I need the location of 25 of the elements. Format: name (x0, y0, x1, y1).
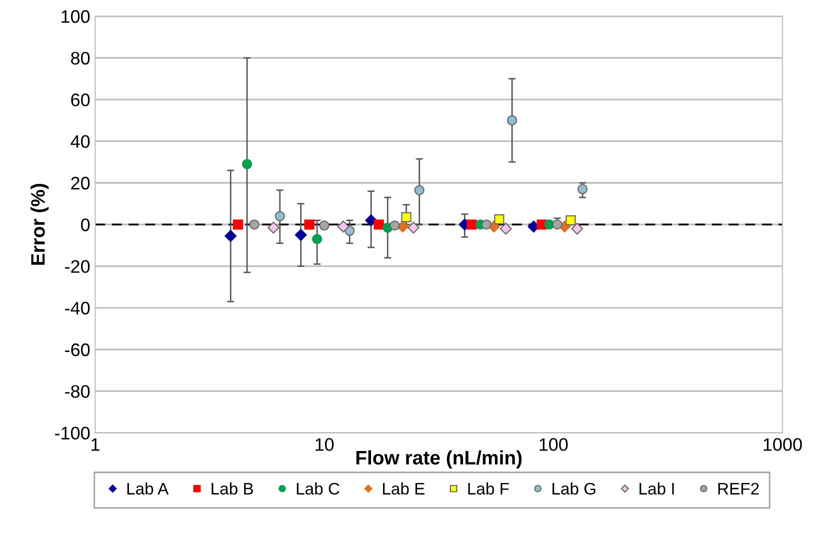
y-tick-label: 0 (81, 218, 90, 232)
y-tick-label: 20 (71, 176, 90, 190)
y-tick-label: 80 (71, 52, 90, 65)
y-tick-label: -100 (55, 426, 90, 440)
legend-label: REF2 (718, 482, 759, 494)
x-tick-label: 1000 (764, 438, 802, 451)
legend-label: Lab I (640, 482, 674, 495)
legend-label: Lab G (552, 482, 596, 495)
legend-label: Lab B (212, 482, 253, 495)
y-tick-label: -80 (65, 385, 90, 398)
y-tick-label: -20 (65, 260, 90, 273)
legend-label: Lab C (296, 482, 340, 495)
y-tick-label: 60 (71, 93, 90, 106)
y-tick-label: 100 (62, 10, 90, 23)
legend-label: Lab E (383, 482, 425, 495)
legend-label: Lab F (468, 482, 509, 495)
y-tick-label: 40 (70, 135, 90, 148)
x-tick-label: 10 (316, 438, 334, 451)
x-axis-title: Flow rate (nL/min) (356, 450, 522, 468)
y-tick-label: -40 (65, 302, 90, 315)
legend-label: Lab A (127, 482, 169, 495)
x-tick-label: 1 (92, 438, 100, 451)
y-axis-title: Error (%) (30, 184, 49, 265)
x-tick-label: 100 (540, 438, 568, 451)
y-tick-label: -60 (65, 343, 90, 356)
